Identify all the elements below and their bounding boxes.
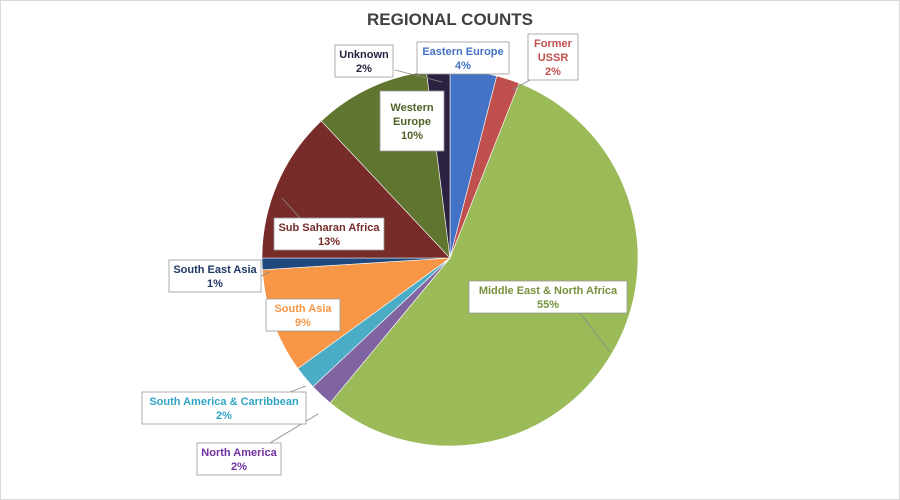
- slice-percent-label: 10%: [401, 130, 423, 142]
- slice-percent-label: 2%: [216, 410, 232, 422]
- leader-line: [579, 312, 611, 353]
- leader-line: [269, 413, 319, 444]
- slice-name-label: South East Asia: [173, 264, 257, 276]
- slice-name-label: Sub Saharan Africa: [278, 222, 380, 234]
- data-label-south-america-and-carribbean: South America & Carribbean 2%: [141, 385, 307, 425]
- slice-percent-label: 2%: [356, 63, 372, 75]
- label-box: [141, 391, 307, 425]
- slice-name-label: Eastern Europe: [422, 46, 503, 58]
- slice-name-label: South America & Carribbean: [149, 396, 299, 408]
- label-box: [334, 44, 394, 78]
- data-label-eastern-europe: Eastern Europe 4%: [416, 41, 510, 75]
- chart-title: REGIONAL COUNTS: [367, 10, 533, 29]
- label-box: [468, 280, 628, 314]
- label-box: [527, 33, 579, 81]
- pie-labels: Eastern Europe 4% Former USSR 2% Middle East …: [141, 33, 628, 476]
- leader-line: [511, 79, 531, 91]
- leader-line: [260, 271, 271, 277]
- label-box: [265, 298, 341, 332]
- data-label-former-ussr: Former USSR 2%: [511, 33, 579, 91]
- label-box: [168, 259, 262, 293]
- slice-percent-label: 4%: [455, 60, 471, 72]
- slice-percent-label: 9%: [295, 317, 311, 329]
- slice-percent-label: 13%: [318, 236, 340, 248]
- label-box: [196, 442, 282, 476]
- leader-line: [394, 69, 443, 83]
- data-label-middle-east-and-north-africa: Middle East & North Africa 55%: [468, 280, 628, 353]
- pie-slice-middle-east-and-north-africa: [329, 82, 639, 447]
- slice-name-label: South Asia: [274, 303, 332, 315]
- data-label-unknown: Unknown 2%: [334, 44, 443, 83]
- slice-name-label: Unknown: [339, 49, 389, 61]
- slice-name-label: Europe: [393, 116, 431, 128]
- slice-name-label: Former: [534, 38, 573, 50]
- slice-percent-label: 1%: [207, 278, 223, 290]
- leader-line: [289, 385, 307, 393]
- label-box: [379, 90, 445, 152]
- slice-name-label: USSR: [538, 52, 569, 64]
- pie-slices: [261, 69, 639, 447]
- slice-percent-label: 55%: [537, 299, 559, 311]
- slice-name-label: Middle East & North Africa: [479, 285, 618, 297]
- leader-line: [281, 197, 301, 219]
- slice-name-label: Western: [390, 102, 433, 114]
- data-label-sub-saharan-africa: Sub Saharan Africa 13%: [273, 197, 385, 251]
- data-label-western-europe: Western Europe 10%: [379, 90, 445, 152]
- data-label-north-america: North America 2%: [196, 413, 319, 476]
- data-label-south-east-asia: South East Asia 1%: [168, 259, 271, 293]
- label-box: [273, 217, 385, 251]
- slice-name-label: North America: [201, 447, 277, 459]
- slice-percent-label: 2%: [231, 461, 247, 473]
- data-label-south-asia: South Asia 9%: [265, 298, 341, 332]
- slice-percent-label: 2%: [545, 66, 561, 78]
- label-box: [416, 41, 510, 75]
